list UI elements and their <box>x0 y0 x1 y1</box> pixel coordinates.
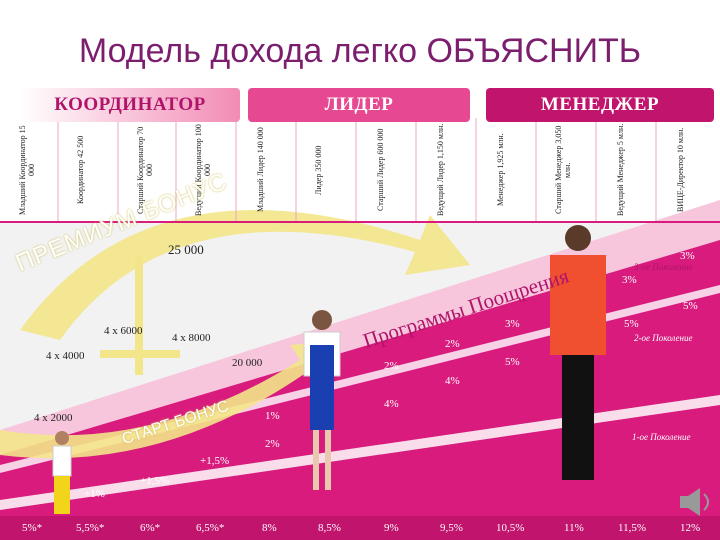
bottom-rate-5: 8% <box>262 522 277 534</box>
person-figure-large <box>550 225 606 480</box>
bottom-rate-3: 6%* <box>140 522 161 534</box>
page-title: Модель дохода легко ОБЪЯСНИТЬ <box>78 32 642 70</box>
bottom-rate-1: 5%* <box>22 522 43 534</box>
pct-2c: 2% <box>445 338 460 350</box>
bottom-rate-8: 9,5% <box>440 522 463 534</box>
pct-plus-1: +1% <box>84 488 105 500</box>
amount-25000: 25 000 <box>168 242 204 257</box>
pct-4a: 4% <box>445 375 460 387</box>
rank-10: Старший Менеджер 3,050 млн. <box>554 125 572 215</box>
speaker-icon[interactable] <box>680 488 709 516</box>
rank-12: ВИЦЕ-Директор 10 млн. <box>676 127 685 213</box>
amount-4x4000: 4 х 4000 <box>46 350 85 362</box>
pct-2b: 2% <box>384 360 399 372</box>
amount-4x2000: 4 х 2000 <box>34 412 73 424</box>
person-figure-medium <box>303 310 341 490</box>
rank-5: Младший Лидер 140 000 <box>256 127 265 213</box>
rank-11: Ведущий Менеджер 5 млн. <box>616 123 625 217</box>
person-figure-small <box>52 431 72 514</box>
pct-3b: 3% <box>680 250 695 262</box>
bottom-rate-2: 5,5%* <box>76 522 105 534</box>
bottom-rate-10: 11% <box>564 522 584 534</box>
generation-2: 2-ое Поколение <box>634 333 693 343</box>
amount-20000: 20 000 <box>232 357 263 369</box>
pct-5b: 5% <box>624 318 639 330</box>
rank-1: Младший Координатор 15 000 <box>18 125 36 215</box>
rank-8: Ведущий Лидер 1,150 млн. <box>436 123 445 217</box>
rank-2: Координатор 42 500 <box>76 135 85 205</box>
bottom-rate-4: 6,5%* <box>196 522 225 534</box>
rank-6: Лидер 350 000 <box>314 145 323 195</box>
bottom-rate-12: 12% <box>680 522 701 534</box>
amount-4x6000: 4 х 6000 <box>104 325 143 337</box>
amount-4x8000: 4 х 8000 <box>172 332 211 344</box>
pct-5c: 5% <box>683 300 698 312</box>
pct-plus-15b: +1,5% <box>140 475 170 487</box>
generation-1: 1-ое Поколение <box>632 432 691 442</box>
bottom-rate-6: 8,5% <box>318 522 341 534</box>
pct-4b: 4% <box>384 398 399 410</box>
header-leader: ЛИДЕР <box>248 88 470 122</box>
header-coordinator: КООРДИНАТОР <box>20 88 240 122</box>
pct-5a: 5% <box>505 356 520 368</box>
pct-2a: 2% <box>265 438 280 450</box>
header-manager: МЕНЕДЖЕР <box>486 88 714 122</box>
bottom-rate-7: 9% <box>384 522 399 534</box>
generation-3: 3-ое Поколение <box>634 262 693 272</box>
pct-3a: 3% <box>505 318 520 330</box>
pct-plus-15a: +1,5% <box>200 455 230 467</box>
pct-3c: 3% <box>622 274 637 286</box>
pct-1: 1% <box>265 410 280 422</box>
bottom-rate-11: 11,5% <box>618 522 647 534</box>
bottom-rate-9: 10,5% <box>496 522 525 534</box>
rank-7: Старший Лидер 600 000 <box>376 128 385 212</box>
rank-9: Менеджер 1,925 млн. <box>496 133 505 207</box>
